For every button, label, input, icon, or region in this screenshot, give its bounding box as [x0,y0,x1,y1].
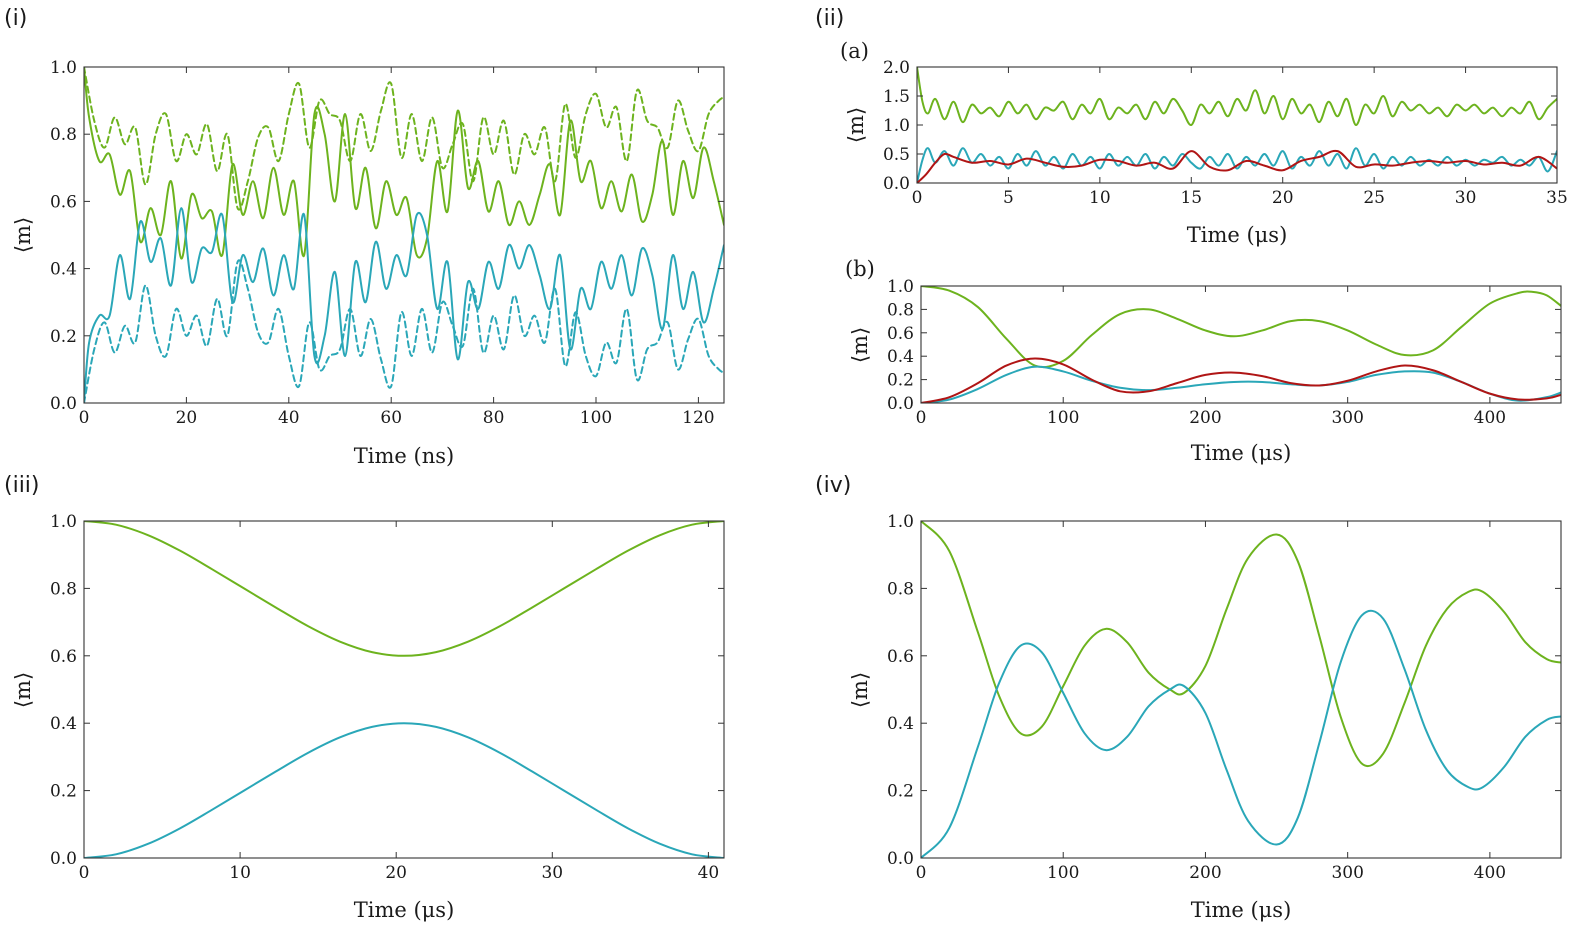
y-tick-label-i-4: 0.8 [50,125,77,145]
axes-frame-iib [920,285,1562,404]
series-line-iv-1 [921,609,1561,858]
series-line-iib-2 [921,357,1561,403]
x-tick-label-iii-1: 10 [229,863,251,883]
y-tick-label-iib-5: 1.0 [887,277,914,297]
x-tick-label-iib-1: 100 [1047,408,1079,428]
x-tick-label-iii-3: 30 [541,863,563,883]
x-axis-label-iib: Time (μs) [1191,441,1292,465]
series-line-iii-1 [84,722,724,858]
y-tick-label-iib-4: 0.8 [887,300,914,320]
series-line-i-2 [84,207,724,403]
series-line-iv-0 [921,521,1561,768]
y-tick-label-iib-0: 0.0 [887,394,914,414]
x-tick-label-iii-2: 20 [385,863,407,883]
panel-label-iv: (iv) [815,473,851,498]
x-tick-label-i-3: 60 [380,408,402,428]
y-tick-label-i-2: 0.4 [50,260,77,280]
y-tick-label-iia-4: 2.0 [883,58,910,78]
series-line-iii-0 [84,521,724,657]
x-tick-label-iib-3: 300 [1331,408,1363,428]
y-axis-label-iia: ⟨m⟩ [844,107,868,143]
y-axis-label-iv: ⟨m⟩ [848,672,872,708]
y-tick-label-iv-2: 0.4 [887,714,914,734]
x-tick-label-iv-4: 400 [1474,863,1506,883]
panel-label-iia: (ii) [815,6,844,31]
axes-frame-iii [83,520,725,859]
x-tick-label-i-0: 0 [79,408,90,428]
panel-label-i: (i) [4,6,27,31]
y-tick-label-iv-3: 0.6 [887,647,914,667]
y-tick-label-iv-5: 1.0 [887,512,914,532]
y-tick-label-iia-0: 0.0 [883,174,910,194]
x-tick-label-iv-3: 300 [1331,863,1363,883]
y-tick-label-iv-0: 0.0 [887,849,914,869]
x-tick-label-i-2: 40 [278,408,300,428]
y-tick-label-i-5: 1.0 [50,58,77,78]
series-line-i-0 [84,67,724,260]
panel-iii: 0 10 20 30 40 0.0 0.2 0.4 0.6 0.8 1.0 Time (μs) ⟨m⟩ (… [4,473,725,922]
x-tick-label-iia-7: 35 [1546,188,1568,208]
x-tick-label-iia-3: 15 [1180,188,1202,208]
x-tick-label-i-5: 100 [580,408,612,428]
x-tick-label-i-6: 120 [682,408,714,428]
panel-iib: 0 100 200 300 400 0.0 0.2 0.4 0.6 0.8 1.0 Time (μs)… [845,257,1562,465]
y-tick-label-iii-3: 0.6 [50,647,77,667]
x-tick-label-i-4: 80 [483,408,505,428]
x-tick-label-iia-0: 0 [912,188,923,208]
y-tick-label-iii-2: 0.4 [50,714,77,734]
y-tick-label-iia-2: 1.0 [883,116,910,136]
y-tick-label-iib-1: 0.2 [887,371,914,391]
x-tick-label-iib-0: 0 [916,408,927,428]
y-axis-label-iii: ⟨m⟩ [11,672,35,708]
y-tick-label-iib-3: 0.6 [887,324,914,344]
y-axis-label-iib: ⟨m⟩ [848,327,872,363]
x-tick-label-iia-4: 20 [1272,188,1294,208]
x-axis-label-iii: Time (μs) [354,898,455,922]
y-tick-label-iii-0: 0.0 [50,849,77,869]
x-tick-label-iia-5: 25 [1363,188,1385,208]
x-tick-label-iv-0: 0 [916,863,927,883]
x-tick-label-iib-2: 200 [1189,408,1221,428]
panel-label-iii: (iii) [4,473,40,498]
y-axis-label-i: ⟨m⟩ [11,217,35,253]
axes-frame-i [83,66,725,404]
panel-iv: 0 100 200 300 400 0.0 0.2 0.4 0.6 0.8 1.0 Time (μs)… [815,473,1562,922]
subpanel-label-iia: (a) [840,39,869,63]
axes-frame-iv [920,520,1562,859]
y-tick-label-iv-1: 0.2 [887,782,914,802]
series-line-iib-0 [921,286,1561,369]
x-axis-label-i: Time (ns) [354,444,454,468]
x-tick-label-iv-1: 100 [1047,863,1079,883]
x-tick-label-iib-4: 400 [1474,408,1506,428]
y-tick-label-i-0: 0.0 [50,394,77,414]
x-tick-label-iia-1: 5 [1003,188,1014,208]
series-line-iia-1 [917,147,1557,183]
x-axis-label-iv: Time (μs) [1191,898,1292,922]
y-tick-label-i-3: 0.6 [50,192,77,212]
series-line-iia-2 [917,149,1557,183]
x-tick-label-iii-0: 0 [79,863,90,883]
y-tick-label-iia-1: 0.5 [883,145,910,165]
x-axis-label-iia: Time (μs) [1187,223,1288,247]
x-tick-label-iia-2: 10 [1089,188,1111,208]
y-tick-label-iii-1: 0.2 [50,782,77,802]
subpanel-label-iib: (b) [845,257,875,281]
x-tick-label-iv-2: 200 [1189,863,1221,883]
y-tick-label-iib-2: 0.4 [887,347,914,367]
x-tick-label-iia-6: 30 [1455,188,1477,208]
series-line-iia-0 [917,67,1557,127]
x-tick-label-iii-4: 40 [698,863,720,883]
y-tick-label-iia-3: 1.5 [883,87,910,107]
y-tick-label-iii-5: 1.0 [50,512,77,532]
panel-i: 0 20 40 60 80 100 120 0.0 0.2 0.4 0.6 0.8 1.0 Time (n… [4,6,725,468]
panel-iia: 0 5 10 15 20 25 30 35 0.0 0.5 1.0 1.5 2.0 Time (μs) ⟨m… [815,6,1568,247]
x-tick-label-i-1: 20 [176,408,198,428]
y-tick-label-iii-4: 0.8 [50,579,77,599]
y-tick-label-iv-4: 0.8 [887,579,914,599]
y-tick-label-i-1: 0.2 [50,327,77,347]
